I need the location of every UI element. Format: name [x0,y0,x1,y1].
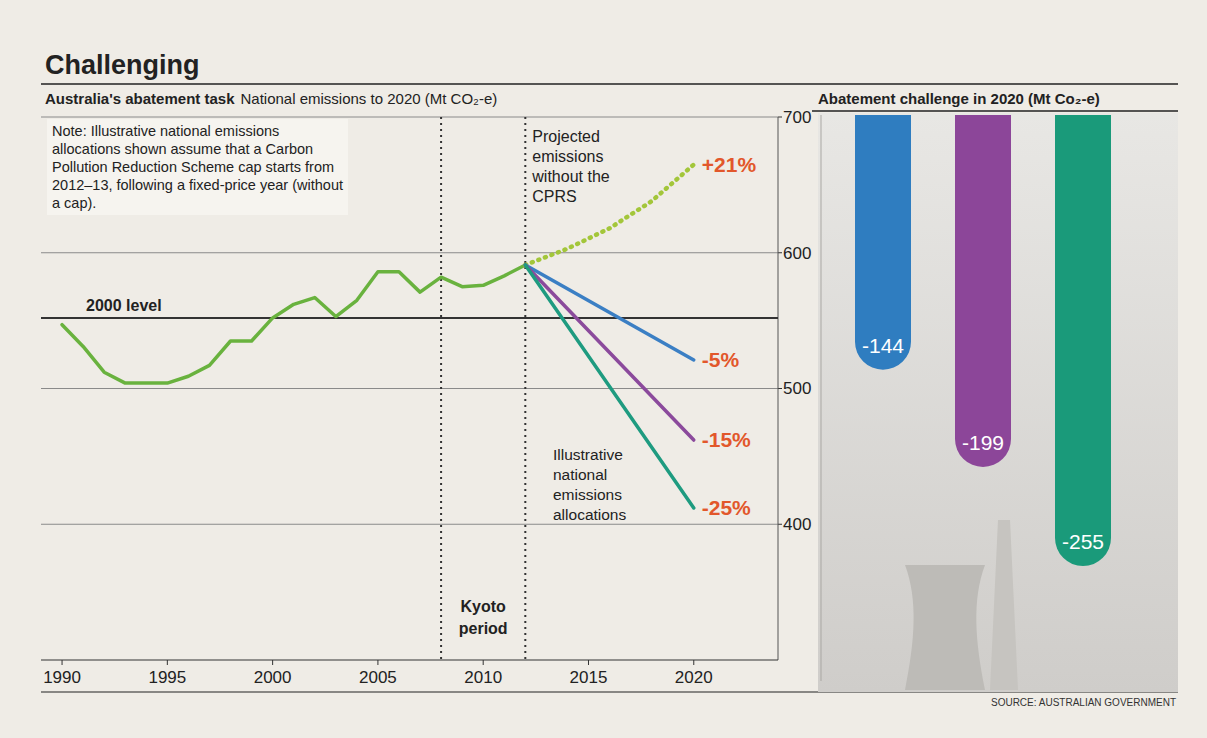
x-tick [483,660,484,665]
end-label: -5% [702,348,740,371]
note-group: Note: Illustrative national emissions all… [47,119,348,215]
reference-label: 2000 level [86,297,162,314]
text-line: Note: Illustrative national emissions [52,123,279,139]
grid-line [41,252,778,253]
series-group [62,165,694,508]
kyoto-lines [441,117,525,660]
subtitle: Australia's abatement task [45,90,235,107]
bar [855,115,911,370]
x-tick-label: 2010 [464,668,502,687]
text-line: CPRS [532,188,576,205]
y-tick [778,117,782,118]
data-label: -144 [862,334,904,357]
x-tick-label: 2015 [570,668,608,687]
series-line [525,165,693,265]
decoration [990,520,1018,690]
grid-line [41,117,778,118]
reference-group [41,317,778,318]
x-tick [167,660,168,665]
grid-line [41,524,778,525]
text-line: Kyoto [461,598,507,615]
x-tick [377,660,378,665]
text-line: national [553,466,607,483]
x-tick [272,660,273,665]
end-label: +21% [702,153,757,176]
end-label: -15% [702,428,751,451]
chart-title: Abatement challenge in 2020 (Mt Co₂-e) [818,90,1100,107]
series-line [525,265,693,440]
y-tick-label: 500 [783,379,811,398]
axis-title: National emissions to 2020 (Mt CO₂-e) [240,90,497,107]
text-line: Projected [532,128,600,145]
text-line: allocations shown assume that a Carbon [52,141,313,157]
background [0,0,1207,738]
grid-line [41,388,778,389]
series-line [525,265,693,508]
text-line: a cap). [52,195,96,211]
series-label: Projected emissions without the CPRS [531,128,609,205]
x-tick-label: 2020 [675,668,713,687]
chart-title: Challenging [45,50,200,80]
allocations-label: Illustrative national emissions allocations [553,446,626,523]
y-tick-label: 600 [783,244,811,263]
text-line: Pollution Reduction Scheme cap starts fr… [52,159,334,175]
y-tick [778,252,782,253]
series-line [525,265,693,360]
note: Note: Illustrative national emissions all… [52,123,343,211]
text-line: emissions [532,148,603,165]
x-tick-label: 1990 [43,668,81,687]
bar [955,115,1011,467]
kyoto-boundary [524,117,526,660]
y-tick-label: 400 [783,515,811,534]
panel-background [818,113,1178,692]
y-tick-label: 700 [783,108,811,127]
data-label: -199 [962,431,1004,454]
text-line: emissions [553,486,622,503]
text-line: period [459,620,508,637]
kyoto-label: Kyoto period [459,598,508,637]
bar-group [855,115,1111,566]
end-label: -25% [702,496,751,519]
x-tick-label: 2005 [359,668,397,687]
title-rule [41,83,1178,85]
series-line [62,265,525,383]
note-background [47,119,348,215]
y-axis-line [821,115,822,681]
source: SOURCE: AUSTRALIAN GOVERNMENT [991,697,1176,708]
text-line: 2012–13, following a fixed-price year (w… [52,177,343,193]
y-tick [778,524,782,525]
x-tick [588,660,589,665]
decoration [905,565,985,690]
y-axis-line [778,117,779,660]
x-tick-label: 2000 [254,668,292,687]
kyoto-boundary [440,117,442,660]
text-line: allocations [553,506,626,523]
x-tick [62,660,63,665]
x-tick [693,660,694,665]
reference-line [41,317,778,319]
x-axis-line [41,659,778,660]
chart-root: Challenging Australia's abatement task Nat… [0,0,1207,738]
bar [1055,115,1111,566]
text-line: without the [531,168,609,185]
text-line: Illustrative [553,446,623,463]
title-rule [812,110,1178,112]
x-tick-label: 1995 [148,668,186,687]
y-tick [778,388,782,389]
data-label: -255 [1062,530,1104,553]
